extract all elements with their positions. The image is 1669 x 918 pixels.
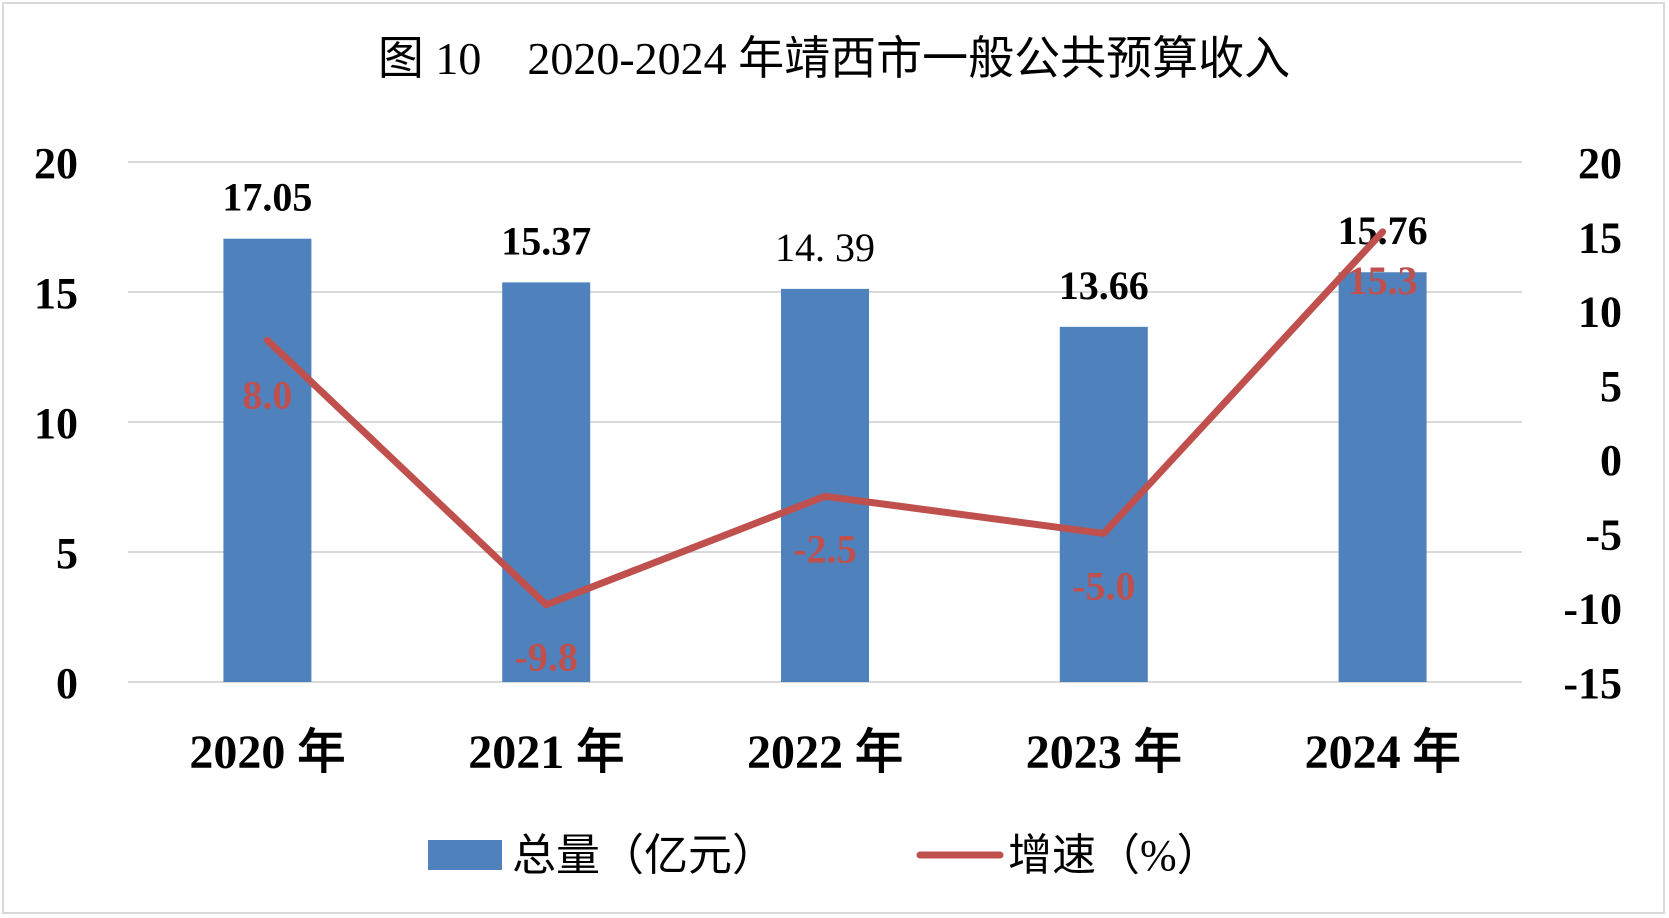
category-labels: 2020 年 2021 年 2022 年 2023 年 2024 年 [189, 726, 1460, 779]
bar [502, 282, 591, 682]
right-tick-label: 0 [1600, 436, 1622, 485]
legend-bar-swatch [428, 840, 502, 870]
bar-data-label: 17.05 [222, 175, 312, 220]
left-tick-label: 5 [56, 529, 78, 578]
category-label: 2023 年 [1026, 726, 1182, 779]
line-point [1381, 230, 1384, 233]
line-point [824, 495, 826, 498]
line-series [263, 228, 1387, 609]
bar [1338, 272, 1427, 682]
category-label: 2022 年 [747, 726, 903, 779]
right-tick-label: 5 [1600, 362, 1622, 411]
bar [223, 238, 312, 682]
right-axis-ticks: -15 -10 -5 0 5 10 15 20 [1563, 139, 1622, 708]
bar-data-label: 13.66 [1059, 263, 1149, 308]
right-tick-label: -15 [1563, 659, 1622, 708]
bar-data-label: 15.37 [501, 218, 591, 263]
left-tick-label: 10 [34, 399, 78, 448]
right-tick-label: 20 [1578, 139, 1622, 188]
category-label: 2020 年 [189, 726, 345, 779]
right-tick-label: -10 [1563, 585, 1622, 634]
line-data-label: -2.5 [793, 526, 856, 571]
category-label: 2024 年 [1305, 726, 1461, 779]
line-data-label: 15.3 [1348, 258, 1418, 303]
bar-series [223, 238, 1427, 682]
line-data-label: 8.0 [242, 372, 292, 417]
legend: 总量（亿元） 增速（%） [428, 831, 1221, 880]
right-tick-label: -5 [1585, 510, 1622, 559]
line-point [266, 339, 269, 342]
bar-data-label: 14. 39 [775, 225, 875, 270]
legend-line-label: 增速（%） [1008, 831, 1221, 880]
line-data-label: -9.8 [515, 635, 578, 680]
left-tick-label: 15 [34, 269, 78, 318]
line-data-label: -5.0 [1072, 563, 1135, 608]
category-label: 2021 年 [468, 726, 624, 779]
right-tick-label: 10 [1578, 288, 1622, 337]
left-tick-label: 0 [56, 659, 78, 708]
chart-title: 图 10 2020-2024 年靖西市一般公共预算收入 [378, 33, 1290, 84]
left-tick-label: 20 [34, 139, 78, 188]
line-point [1102, 532, 1105, 535]
left-axis-ticks: 0 5 10 15 20 [34, 139, 78, 708]
legend-bar-label: 总量（亿元） [512, 831, 776, 880]
right-tick-label: 15 [1578, 213, 1622, 262]
bar [781, 288, 869, 682]
line-point [545, 603, 548, 606]
line-data-labels: 8.0 -9.8 -2.5 -5.0 15.3 [242, 258, 1417, 680]
